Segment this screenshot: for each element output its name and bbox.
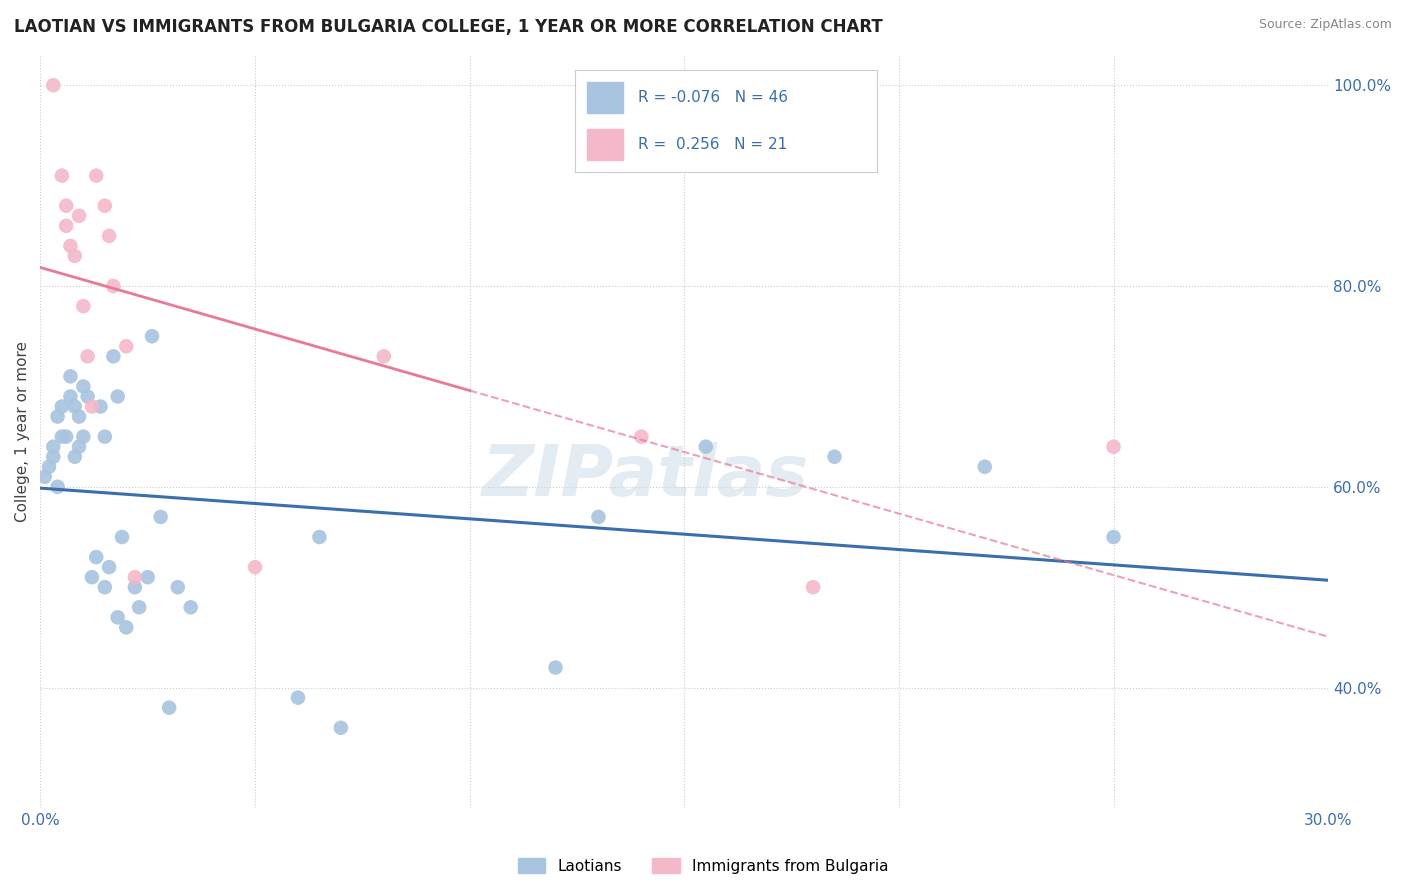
Point [103, 279, 125, 293]
Point [107, 610, 129, 624]
Y-axis label: College, 1 year or more: College, 1 year or more [15, 341, 30, 522]
Point [124, 570, 146, 584]
Point [630, 429, 652, 443]
Point [46, 480, 69, 494]
Point [115, 620, 138, 634]
Point [824, 450, 846, 464]
Point [55, 219, 77, 233]
Point [67, 209, 90, 223]
Point [51, 169, 73, 183]
Point [89, 400, 111, 414]
Point [72, 379, 94, 393]
Point [55, 429, 77, 443]
Point [84, 169, 107, 183]
Point [34, 470, 56, 484]
Point [180, 600, 202, 615]
Point [124, 580, 146, 594]
Point [588, 510, 610, 524]
Point [80, 400, 103, 414]
Point [973, 459, 995, 474]
Point [98, 560, 121, 574]
Point [111, 530, 134, 544]
Point [84, 550, 107, 565]
Point [72, 429, 94, 443]
Point [38, 459, 60, 474]
Point [72, 299, 94, 313]
Point [59, 389, 82, 403]
Point [67, 409, 90, 424]
Point [63, 450, 86, 464]
Point [98, 228, 121, 243]
Text: ZIPatlas: ZIPatlas [482, 442, 810, 511]
Point [373, 349, 395, 363]
Point [149, 510, 172, 524]
Point [287, 690, 309, 705]
Point [42, 450, 65, 464]
Point [141, 329, 163, 343]
Point [157, 700, 180, 714]
Text: Source: ZipAtlas.com: Source: ZipAtlas.com [1258, 18, 1392, 31]
Point [59, 239, 82, 253]
Point [76, 349, 98, 363]
Point [243, 560, 266, 574]
Point [1102, 530, 1125, 544]
Point [67, 440, 90, 454]
Point [94, 429, 117, 443]
Point [329, 721, 352, 735]
Point [42, 440, 65, 454]
Legend: Laotians, Immigrants from Bulgaria: Laotians, Immigrants from Bulgaria [512, 852, 894, 880]
Point [166, 580, 188, 594]
Point [107, 389, 129, 403]
Point [115, 339, 138, 353]
Text: LAOTIAN VS IMMIGRANTS FROM BULGARIA COLLEGE, 1 YEAR OR MORE CORRELATION CHART: LAOTIAN VS IMMIGRANTS FROM BULGARIA COLL… [14, 18, 883, 36]
Point [544, 660, 567, 674]
Point [51, 400, 73, 414]
Point [55, 199, 77, 213]
Point [76, 389, 98, 403]
Point [103, 349, 125, 363]
Point [1102, 440, 1125, 454]
Point [801, 580, 824, 594]
Point [63, 249, 86, 263]
Point [59, 369, 82, 384]
Point [136, 570, 159, 584]
Point [308, 530, 330, 544]
Point [42, 78, 65, 93]
Point [51, 429, 73, 443]
Point [63, 400, 86, 414]
Point [695, 440, 717, 454]
Point [80, 570, 103, 584]
Point [94, 199, 117, 213]
Point [46, 409, 69, 424]
Point [128, 600, 150, 615]
Point [94, 580, 117, 594]
